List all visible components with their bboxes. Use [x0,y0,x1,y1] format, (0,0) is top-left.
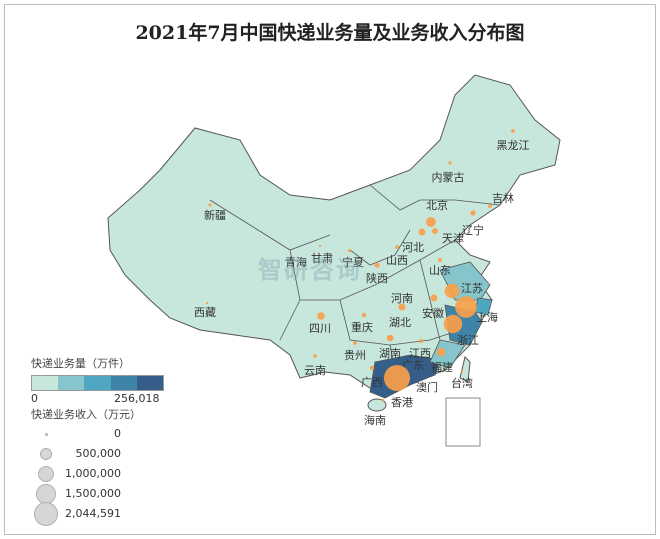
size-legend-circle [37,465,55,483]
volume-legend-title: 快递业务量（万件） [31,357,130,370]
revenue-bubble[interactable] [384,365,410,391]
revenue-bubble[interactable] [374,262,380,268]
china-landmass [107,74,561,393]
province-label: 西藏 [194,306,216,319]
revenue-bubble[interactable] [388,335,394,341]
province-label: 海南 [364,413,386,427]
province-label: 吉林 [492,191,514,205]
size-legend-label: 0 [114,427,121,440]
province-label: 北京 [426,198,448,212]
province-label: 宁夏 [342,255,364,269]
province-label: 贵州 [344,349,366,362]
size-legend-label: 1,500,000 [65,487,121,500]
size-legend-circle [44,432,48,436]
revenue-bubble[interactable] [488,204,492,208]
province-boundary [289,249,376,301]
size-legend-label: 1,000,000 [65,467,121,480]
volume-legend-max: 256,018 [114,392,160,405]
volume-legend-min: 0 [31,392,38,405]
revenue-bubble[interactable] [430,294,438,302]
volume-color-ramp [31,375,164,391]
revenue-bubble[interactable] [318,244,322,248]
province-region[interactable] [429,339,466,369]
revenue-bubble[interactable] [443,314,463,334]
chart-frame [4,4,656,535]
province-label: 山东 [429,264,451,277]
revenue-bubble[interactable] [208,203,212,207]
province-boundary [279,299,301,341]
revenue-bubble[interactable] [418,338,424,344]
revenue-bubble[interactable] [205,301,209,305]
revenue-bubble[interactable] [444,283,460,299]
province-boundary [369,184,501,211]
province-label: 安徽 [422,306,444,320]
watermark: 智研咨询 [258,256,362,284]
revenue-bubble[interactable] [437,257,443,263]
province-boundary [349,229,411,266]
size-legend-label: 2,044,591 [65,507,121,520]
province-label: 台湾 [451,376,473,390]
revenue-bubble[interactable] [395,245,399,249]
province-boundary [209,199,331,251]
revenue-bubble[interactable] [455,296,477,318]
revenue-bubble[interactable] [511,129,515,133]
province-label: 新疆 [204,208,226,222]
revenue-bubble[interactable] [460,369,464,373]
province-label: 湖北 [389,316,411,329]
province-label: 辽宁 [462,223,484,237]
province-label: 天津 [442,232,464,245]
revenue-bubble[interactable] [448,161,452,165]
province-label: 广东 [402,359,424,372]
province-label: 四川 [309,322,331,335]
revenue-bubble[interactable] [470,210,476,216]
revenue-bubble[interactable] [369,365,375,371]
revenue-bubble[interactable] [353,341,357,345]
revenue-bubble[interactable] [418,228,426,236]
province-label: 黑龙江 [497,139,530,152]
revenue-bubble[interactable] [361,312,367,318]
province-label: 陕西 [366,271,388,285]
province-label: 重庆 [351,320,373,334]
revenue-bubble[interactable] [431,227,439,235]
size-legend-label: 500,000 [75,447,122,460]
province-label: 上海 [476,310,498,324]
ramp-swatch [84,376,111,390]
map-title: 2021年7月中国快递业务量及业务收入分布图 [135,22,525,44]
province-label: 广西 [361,376,383,389]
province-label: 云南 [304,364,326,377]
province-label: 内蒙古 [432,170,465,184]
province-label: 浙江 [457,334,479,347]
province-label: 香港 [391,396,413,409]
province-boundary [419,259,441,341]
province-label: 甘肃 [311,252,333,265]
ramp-swatch [58,376,85,390]
province-label: 河南 [391,292,413,305]
ramp-swatch [136,376,164,390]
province-label: 山西 [386,254,408,267]
size-legend-circle [34,502,58,526]
province-label: 江西 [409,347,431,360]
ramp-swatch [32,376,59,390]
revenue-bubble[interactable] [426,217,436,227]
province-label: 福建 [431,360,453,374]
south-china-sea-inset [445,397,481,447]
hainan-island [367,398,387,412]
size-legend-circle [40,448,52,460]
revenue-bubble[interactable] [436,347,446,357]
province-label: 河北 [402,241,424,254]
revenue-bubble[interactable] [347,249,351,253]
province-label: 澳门 [416,380,438,394]
revenue-bubble[interactable] [398,303,406,311]
revenue-bubble[interactable] [313,354,317,358]
province-label: 江苏 [461,282,483,295]
ramp-swatch [110,376,137,390]
province-label: 青海 [285,255,307,269]
revenue-bubble[interactable] [317,312,325,320]
revenue-legend-title: 快递业务收入（万元） [31,408,141,421]
province-label: 湖南 [379,347,401,360]
revenue-bubble[interactable] [381,398,385,402]
